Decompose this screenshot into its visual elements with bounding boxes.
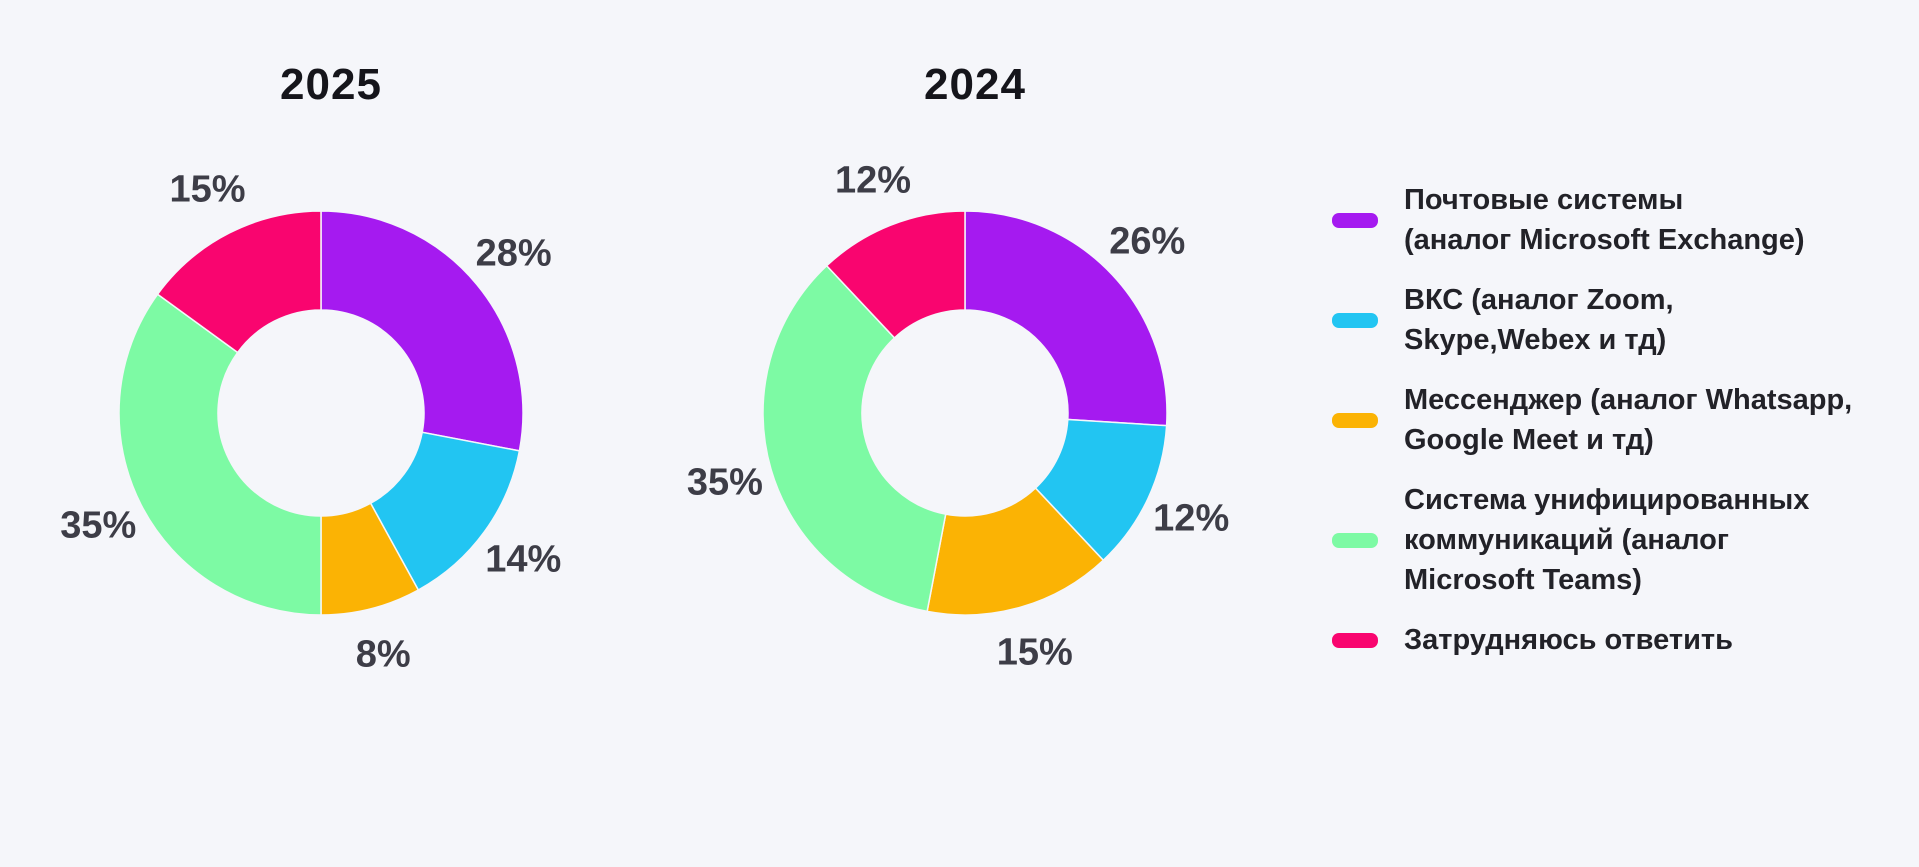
donut-slice — [118, 293, 322, 616]
legend-swatch — [1332, 212, 1378, 228]
chart-title-2024: 2024 — [924, 60, 1026, 109]
slice-value-label: 12% — [834, 159, 911, 202]
slice-value-label: 12% — [1153, 497, 1230, 540]
legend-label: ВКС (аналог Zoom, Skype,Webex и тд) — [1404, 284, 1674, 356]
legend-label: Почтовые системы (аналог Microsoft Excha… — [1404, 184, 1805, 256]
donut-slice — [369, 431, 521, 592]
legend-item: Мессенджер (аналог Whatsapp, Google Meet… — [1332, 380, 1892, 460]
donut-slice — [964, 210, 1168, 427]
legend-item: Система унифицированных коммуникаций (ан… — [1332, 480, 1892, 600]
legend-swatch — [1332, 632, 1378, 648]
legend-label: Мессенджер (аналог Whatsapp, Google Meet… — [1404, 384, 1853, 456]
slice-value-label: 26% — [1109, 220, 1186, 263]
legend-item: Затрудняюсь ответить — [1332, 620, 1892, 660]
donut-2024-svg — [762, 210, 1168, 616]
donut-chart-2025: 2025 28% 14% 8% 35% 15% — [0, 0, 660, 780]
slice-value-label: 14% — [485, 538, 562, 581]
slice-value-label: 8% — [355, 633, 411, 676]
donut-chart-2024: 2024 26% 12% 15% 35% 12% — [644, 0, 1304, 780]
legend-swatch — [1332, 412, 1378, 428]
slice-value-label: 28% — [475, 232, 552, 275]
donut-slice — [320, 210, 524, 452]
slice-value-label: 15% — [996, 631, 1073, 674]
legend-label: Система унифицированных коммуникаций (ан… — [1404, 484, 1810, 596]
slice-value-label: 35% — [60, 504, 137, 547]
donut-slice — [825, 210, 966, 339]
legend-label: Затрудняюсь ответить — [1404, 624, 1733, 656]
donut-2025-svg — [118, 210, 524, 616]
chart-legend: Почтовые системы (аналог Microsoft Excha… — [1332, 180, 1892, 660]
legend-item: ВКС (аналог Zoom, Skype,Webex и тд) — [1332, 280, 1892, 360]
legend-swatch — [1332, 532, 1378, 548]
donut-slice — [762, 264, 947, 613]
legend-swatch — [1332, 312, 1378, 328]
donut-slice — [156, 210, 322, 354]
donut-slice — [926, 487, 1105, 616]
slice-value-label: 15% — [169, 168, 246, 211]
slice-value-label: 35% — [686, 461, 763, 504]
legend-item: Почтовые системы (аналог Microsoft Excha… — [1332, 180, 1892, 260]
chart-title-2025: 2025 — [280, 60, 382, 109]
